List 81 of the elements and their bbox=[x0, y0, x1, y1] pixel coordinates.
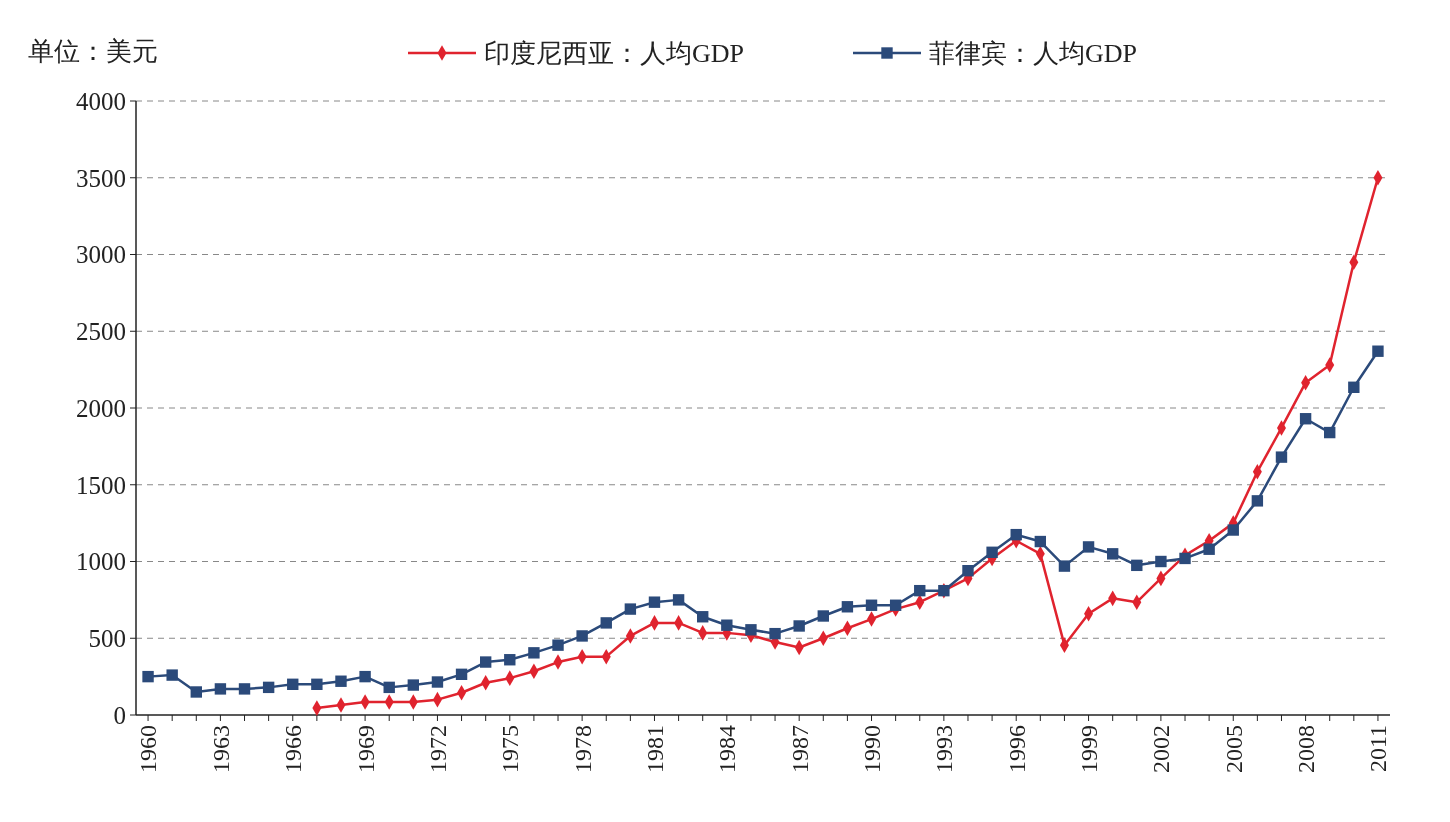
y-tick-label: 1500 bbox=[76, 471, 126, 499]
point bbox=[1227, 524, 1239, 536]
point bbox=[311, 678, 323, 690]
x-tick-label: 1996 bbox=[1003, 725, 1030, 773]
point bbox=[262, 681, 275, 694]
point bbox=[1034, 535, 1047, 548]
x-tick-label: 1984 bbox=[714, 725, 741, 773]
x-tick-label: 1987 bbox=[786, 725, 813, 773]
point bbox=[1299, 413, 1312, 425]
y-tick-label: 3000 bbox=[76, 241, 126, 269]
point bbox=[600, 617, 612, 629]
x-tick-label: 1990 bbox=[858, 725, 885, 773]
point bbox=[166, 669, 178, 681]
y-tick-label: 4000 bbox=[76, 87, 126, 115]
x-tick-label: 1966 bbox=[280, 725, 307, 773]
point bbox=[986, 546, 998, 558]
point bbox=[672, 594, 685, 606]
point bbox=[1010, 528, 1022, 541]
x-tick-label: 2011 bbox=[1365, 725, 1392, 773]
y-tick-label: 3500 bbox=[76, 164, 126, 192]
point bbox=[745, 624, 757, 636]
point bbox=[504, 654, 516, 666]
point bbox=[431, 676, 444, 688]
point bbox=[1179, 552, 1191, 565]
point bbox=[1058, 560, 1071, 572]
point bbox=[335, 675, 347, 687]
point bbox=[697, 611, 709, 623]
point bbox=[769, 627, 781, 640]
point bbox=[455, 668, 468, 681]
x-tick-label: 1999 bbox=[1075, 725, 1102, 773]
x-tick-label: 1993 bbox=[931, 725, 958, 773]
point bbox=[865, 599, 878, 611]
y-tick-label: 1000 bbox=[76, 548, 126, 576]
x-tick-label: 2005 bbox=[1220, 725, 1247, 773]
point bbox=[407, 679, 420, 691]
point bbox=[190, 686, 202, 698]
point bbox=[238, 683, 251, 695]
point bbox=[1251, 495, 1264, 507]
point bbox=[576, 630, 588, 642]
point bbox=[479, 656, 492, 668]
point bbox=[1203, 543, 1215, 555]
x-tick-label: 2002 bbox=[1148, 725, 1175, 773]
point bbox=[1348, 381, 1360, 393]
legend-label: 印度尼西亚：人均GDP bbox=[484, 39, 745, 69]
x-tick-label: 1972 bbox=[424, 725, 451, 773]
x-tick-label: 1963 bbox=[207, 725, 234, 773]
x-tick-label: 1960 bbox=[135, 725, 162, 773]
point bbox=[962, 565, 974, 577]
y-tick-label: 2000 bbox=[76, 394, 126, 422]
point bbox=[841, 601, 854, 613]
x-tick-label: 2008 bbox=[1293, 725, 1319, 773]
point bbox=[817, 610, 829, 622]
point bbox=[1324, 426, 1336, 439]
point bbox=[1372, 345, 1384, 357]
x-tick-label: 1981 bbox=[641, 725, 668, 773]
y-axis-title: 单位：美元 bbox=[28, 37, 158, 66]
y-tick-label: 0 bbox=[113, 701, 126, 729]
point bbox=[1106, 548, 1119, 560]
point bbox=[1275, 451, 1288, 463]
x-tick-label: 1975 bbox=[497, 725, 524, 773]
point bbox=[889, 599, 902, 611]
point bbox=[142, 670, 154, 683]
point bbox=[1131, 559, 1143, 572]
point bbox=[1155, 555, 1167, 568]
y-tick-label: 500 bbox=[88, 625, 126, 652]
point bbox=[552, 639, 564, 651]
x-tick-label: 1978 bbox=[569, 725, 596, 773]
legend-label: 菲律宾：人均GDP bbox=[929, 39, 1138, 69]
x-tick-label: 1969 bbox=[352, 725, 379, 773]
point bbox=[721, 619, 733, 631]
point bbox=[648, 596, 661, 608]
point bbox=[359, 670, 371, 683]
point bbox=[914, 584, 926, 597]
point bbox=[528, 647, 540, 659]
y-tick-label: 2500 bbox=[76, 318, 126, 345]
point bbox=[214, 683, 227, 695]
point bbox=[383, 681, 395, 694]
point bbox=[287, 678, 299, 690]
point bbox=[793, 620, 805, 632]
point bbox=[1082, 541, 1095, 553]
point bbox=[624, 603, 637, 615]
